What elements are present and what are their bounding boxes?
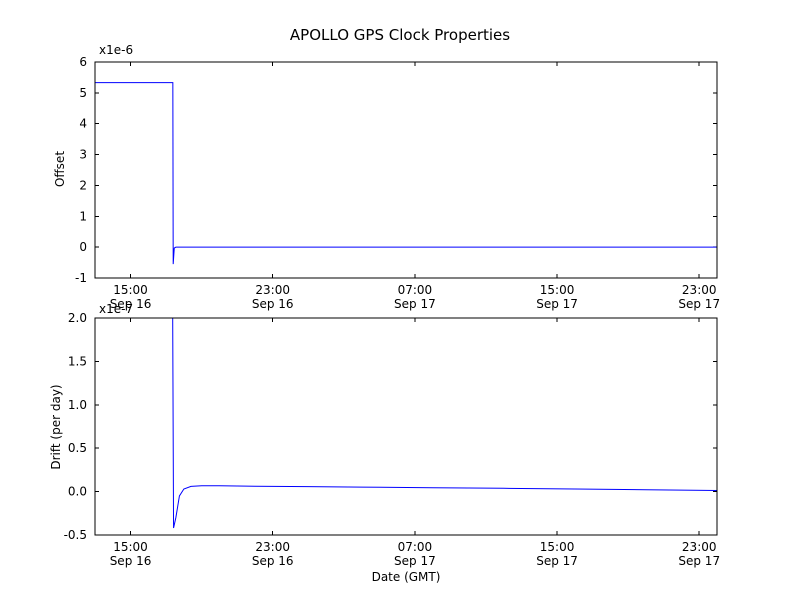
y-tick-label: 5 (79, 86, 87, 100)
x-tick-label-time: 23:00 (255, 540, 290, 554)
x-tick-label-date: Sep 16 (110, 554, 152, 568)
y-tick-label: 1 (79, 209, 87, 223)
y-scale-offset-text-top: x1e-6 (99, 43, 134, 57)
chart-title: APOLLO GPS Clock Properties (289, 26, 511, 44)
x-tick-label-time: 15:00 (540, 283, 575, 297)
y-scale-offset-text-bottom: x1e-7 (99, 302, 134, 316)
y-tick-label: 2.0 (68, 311, 87, 325)
x-tick-label-date: Sep 16 (110, 297, 152, 311)
y-tick-label: 1.0 (68, 398, 87, 412)
y-tick-label: 3 (79, 148, 87, 162)
offset-line (95, 82, 717, 265)
x-tick-label-date: Sep 16 (252, 297, 294, 311)
x-tick-label-time: 07:00 (398, 540, 433, 554)
y-tick-label: 0.0 (68, 485, 87, 499)
y-tick-label: -0.5 (64, 528, 87, 542)
axes-frame (94, 61, 718, 279)
x-tick-label-date: Sep 16 (252, 554, 294, 568)
y-tick-label: 2 (79, 178, 87, 192)
y-tick-label: 0 (79, 240, 87, 254)
y-tick-label: 0.5 (68, 441, 87, 455)
x-tick-label-date: Sep 17 (536, 554, 578, 568)
y-tick-label: 6 (79, 55, 87, 69)
x-tick-label-date: Sep 17 (678, 297, 720, 311)
x-tick-label-time: 15:00 (113, 540, 148, 554)
drift-line (172, 318, 717, 529)
x-tick-label-date: Sep 17 (678, 554, 720, 568)
x-tick-label-time: 15:00 (113, 283, 148, 297)
x-tick-label-time: 15:00 (540, 540, 575, 554)
x-tick-label-time: 07:00 (398, 283, 433, 297)
x-tick-label-date: Sep 17 (394, 554, 436, 568)
y-tick-label: 4 (79, 117, 87, 131)
x-tick-label-date: Sep 17 (536, 297, 578, 311)
x-tick-label-time: 23:00 (682, 540, 717, 554)
x-tick-label-time: 23:00 (255, 283, 290, 297)
y-tick-label: -1 (75, 271, 87, 285)
x-tick-label-date: Sep 17 (394, 297, 436, 311)
y-tick-label: 1.5 (68, 354, 87, 368)
x-axis-label: Date (GMT) (371, 570, 441, 584)
axes-frame (94, 317, 718, 536)
x-tick-label-time: 23:00 (682, 283, 717, 297)
